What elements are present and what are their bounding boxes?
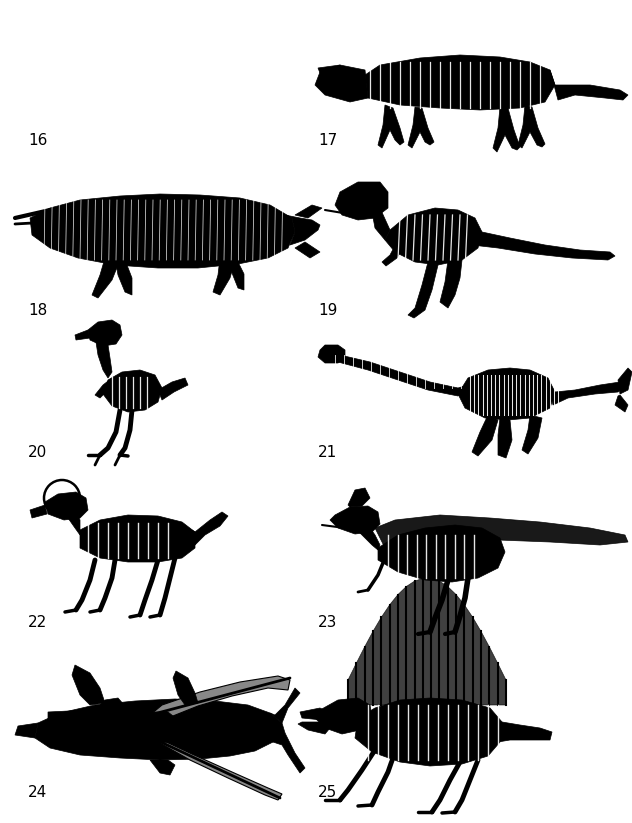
Text: 22: 22 [28,615,47,630]
Polygon shape [548,382,625,405]
Polygon shape [115,258,132,295]
Polygon shape [228,258,244,290]
Polygon shape [348,579,506,705]
Polygon shape [298,722,330,734]
Polygon shape [355,698,502,766]
Polygon shape [45,492,88,520]
Polygon shape [493,107,520,152]
Polygon shape [158,378,188,400]
Polygon shape [75,330,90,340]
Text: 16: 16 [28,133,47,148]
Polygon shape [132,712,178,744]
Polygon shape [96,338,112,378]
Polygon shape [315,65,368,102]
Polygon shape [295,205,322,218]
Text: 21: 21 [318,445,337,460]
Polygon shape [378,105,404,148]
Polygon shape [103,370,162,412]
Text: 24: 24 [28,785,47,800]
Polygon shape [408,262,438,318]
Polygon shape [30,505,47,518]
Polygon shape [335,182,388,220]
Polygon shape [472,230,615,260]
Polygon shape [518,105,545,148]
Polygon shape [615,395,628,412]
Polygon shape [270,733,305,773]
Polygon shape [35,699,285,760]
Polygon shape [375,515,628,548]
Polygon shape [440,260,462,308]
Polygon shape [330,506,380,534]
Polygon shape [378,525,505,582]
Polygon shape [458,368,555,420]
Polygon shape [385,208,482,265]
Polygon shape [522,415,542,454]
Text: 18: 18 [28,303,47,318]
Polygon shape [618,368,632,394]
Polygon shape [48,710,132,724]
Polygon shape [270,688,300,723]
Polygon shape [88,320,122,346]
Text: 19: 19 [318,303,337,318]
Polygon shape [213,258,235,295]
Polygon shape [322,352,468,396]
Polygon shape [382,240,405,266]
Polygon shape [52,720,128,734]
Polygon shape [372,208,390,240]
Polygon shape [498,418,512,458]
Polygon shape [92,258,120,298]
Polygon shape [348,488,370,507]
Text: 23: 23 [318,615,337,630]
Polygon shape [318,345,345,363]
Polygon shape [192,512,228,545]
Polygon shape [285,215,320,245]
Text: 25: 25 [318,785,337,800]
Polygon shape [300,708,328,720]
Text: 17: 17 [318,133,337,148]
Polygon shape [80,515,195,562]
Polygon shape [95,378,115,398]
Polygon shape [15,723,38,738]
Polygon shape [495,722,552,742]
Polygon shape [62,505,80,535]
Polygon shape [408,107,434,148]
Polygon shape [550,70,628,100]
Polygon shape [30,194,295,268]
Text: 20: 20 [28,445,47,460]
Polygon shape [173,671,198,705]
Polygon shape [472,415,498,456]
Polygon shape [295,242,320,258]
Polygon shape [72,665,105,705]
Polygon shape [365,55,555,110]
Polygon shape [355,522,380,550]
Polygon shape [150,760,175,775]
Polygon shape [315,698,372,734]
Polygon shape [150,676,290,725]
Polygon shape [148,734,282,800]
Polygon shape [95,698,125,712]
Polygon shape [318,65,343,73]
